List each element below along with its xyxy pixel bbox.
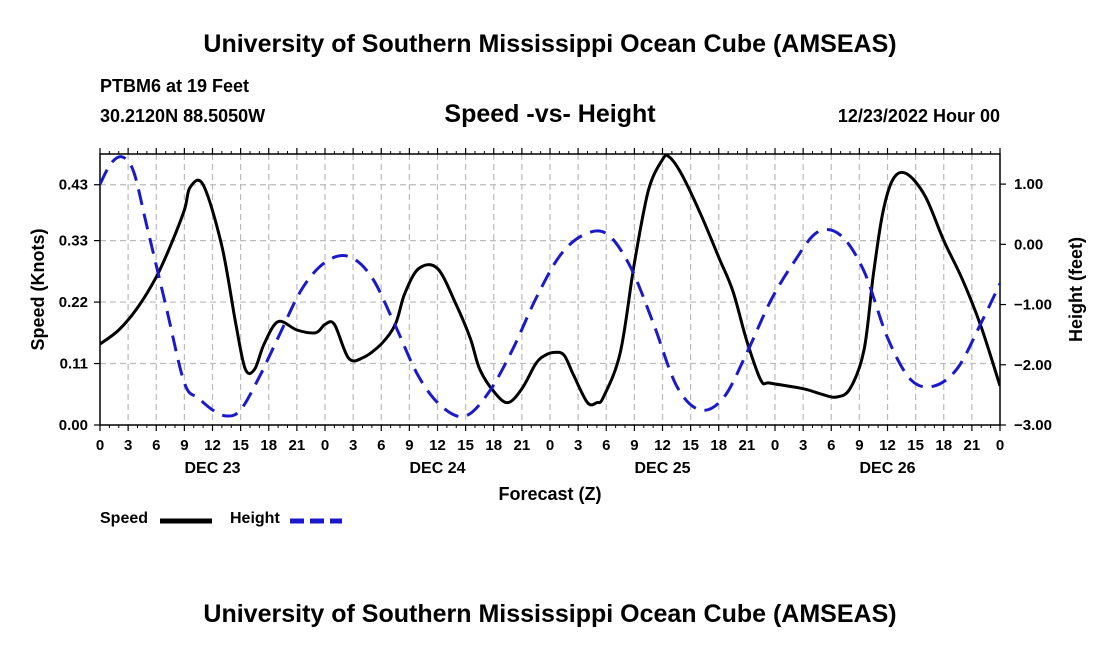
y-right-tick-label: −3.00 xyxy=(1014,417,1052,434)
x-tick-label: 6 xyxy=(152,437,160,454)
station-label: PTBM6 at 19 Feet xyxy=(100,76,250,96)
x-tick-label: 12 xyxy=(654,437,671,454)
x-tick-label: 3 xyxy=(799,437,807,454)
x-tick-label: 9 xyxy=(405,437,413,454)
x-tick-label: 21 xyxy=(964,437,981,454)
day-label: DEC 26 xyxy=(859,460,915,477)
y-left-tick-label: 0.11 xyxy=(60,356,88,373)
x-tick-label: 9 xyxy=(855,437,863,454)
x-tick-label: 9 xyxy=(630,437,638,454)
x-tick-label: 18 xyxy=(260,437,277,454)
page-title: University of Southern Mississippi Ocean… xyxy=(203,30,897,58)
x-tick-label: 21 xyxy=(739,437,756,454)
x-tick-label: 0 xyxy=(546,437,554,454)
x-tick-label: 3 xyxy=(574,437,582,454)
chart-title: Speed -vs- Height xyxy=(444,100,656,128)
x-tick-label: 15 xyxy=(907,437,924,454)
x-tick-label: 21 xyxy=(289,437,306,454)
location-label: 30.2120N 88.5050W xyxy=(100,106,266,126)
y-right-axis-label: Height (feet) xyxy=(1066,237,1086,342)
forecast-date: 12/23/2022 Hour 00 xyxy=(837,106,1000,126)
x-tick-label: 9 xyxy=(180,437,188,454)
x-axis-label: Forecast (Z) xyxy=(498,484,601,504)
x-tick-label: 12 xyxy=(204,437,221,454)
x-tick-label: 0 xyxy=(771,437,779,454)
footer-title: University of Southern Mississippi Ocean… xyxy=(203,600,897,628)
y-left-tick-label: 0.43 xyxy=(59,177,88,194)
x-tick-label: 6 xyxy=(377,437,385,454)
x-tick-label: 18 xyxy=(485,437,502,454)
y-left-tick-label: 0.22 xyxy=(59,294,88,311)
x-tick-label: 3 xyxy=(349,437,357,454)
x-tick-label: 3 xyxy=(124,437,132,454)
y-left-tick-label: 0.33 xyxy=(59,233,88,250)
x-tick-label: 6 xyxy=(827,437,835,454)
x-tick-label: 15 xyxy=(457,437,474,454)
x-tick-label: 0 xyxy=(321,437,329,454)
x-tick-label: 0 xyxy=(96,437,104,454)
series-line-speed xyxy=(100,154,1000,407)
x-tick-label: 18 xyxy=(935,437,952,454)
y-right-tick-label: −2.00 xyxy=(1014,357,1052,374)
legend-height-label: Height xyxy=(230,510,280,527)
x-tick-label: 0 xyxy=(996,437,1004,454)
x-tick-label: 15 xyxy=(232,437,249,454)
day-label: DEC 25 xyxy=(634,460,690,477)
y-right-tick-label: −1.00 xyxy=(1014,297,1052,314)
x-tick-label: 12 xyxy=(879,437,896,454)
legend-speed-label: Speed xyxy=(100,510,149,527)
y-left-tick-label: 0.00 xyxy=(59,417,88,434)
day-label: DEC 23 xyxy=(184,460,240,477)
x-tick-label: 6 xyxy=(602,437,610,454)
x-tick-label: 21 xyxy=(514,437,531,454)
y-right-tick-label: 0.00 xyxy=(1014,236,1043,253)
day-label: DEC 24 xyxy=(409,460,465,477)
y-left-axis-label: Speed (Knots) xyxy=(28,228,48,350)
x-tick-label: 18 xyxy=(710,437,727,454)
series-line-height xyxy=(100,155,1000,419)
y-right-tick-label: 1.00 xyxy=(1014,176,1043,193)
x-tick-label: 15 xyxy=(682,437,699,454)
x-tick-label: 12 xyxy=(429,437,446,454)
